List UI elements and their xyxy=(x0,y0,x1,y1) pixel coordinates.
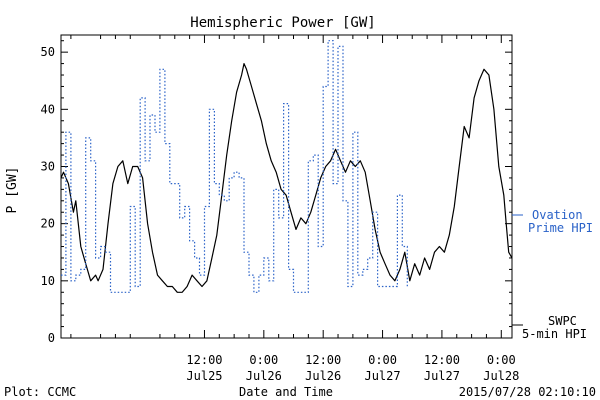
y-tick-label: 0 xyxy=(48,331,55,345)
footer-timestamp: 2015/07/28 02:10:10 xyxy=(459,385,596,399)
y-tick-label: 40 xyxy=(41,102,55,116)
series-line-swpc xyxy=(60,63,513,293)
legend-ovation-line1: Ovation xyxy=(532,208,583,222)
y-tick-label: 50 xyxy=(41,45,55,59)
y-axis-ticks: 0 10 20 30 40 50 xyxy=(41,40,512,345)
chart-title: Hemispheric Power [GW] xyxy=(190,15,375,31)
x-tick-date-label: Jul27 xyxy=(364,369,400,383)
x-tick-date-label: Jul27 xyxy=(424,369,460,383)
y-tick-label: 30 xyxy=(41,159,55,173)
x-tick-time-label: 12:00 xyxy=(424,353,460,367)
legend-swpc-line2: 5-min HPI xyxy=(522,327,587,341)
x-tick-time-label: 0:00 xyxy=(249,353,278,367)
plot-frame xyxy=(60,34,513,339)
x-tick-date-label: Jul26 xyxy=(305,369,341,383)
x-tick-date-label: Jul26 xyxy=(246,369,282,383)
x-tick-time-label: 12:00 xyxy=(305,353,341,367)
series-layer xyxy=(60,40,513,293)
x-tick-time-label: 0:00 xyxy=(487,353,516,367)
x-tick-time-label: 12:00 xyxy=(186,353,222,367)
x-axis-label: Date and Time xyxy=(239,385,333,399)
footer-plot-credit: Plot: CCMC xyxy=(4,385,76,399)
y-tick-label: 20 xyxy=(41,217,55,231)
x-axis-ticks: 12:00 Jul25 0:00 Jul26 12:00 Jul26 0:00 Jul27 12… xyxy=(70,35,519,383)
legend-ovation-line2: Prime HPI xyxy=(528,221,593,235)
y-tick-label: 10 xyxy=(41,274,55,288)
x-tick-date-label: Jul25 xyxy=(186,369,222,383)
y-axis-label: P [GW] xyxy=(5,167,20,214)
x-tick-date-label: Jul28 xyxy=(483,369,519,383)
legend-swpc-line1: SWPC xyxy=(548,314,577,328)
x-tick-time-label: 0:00 xyxy=(368,353,397,367)
